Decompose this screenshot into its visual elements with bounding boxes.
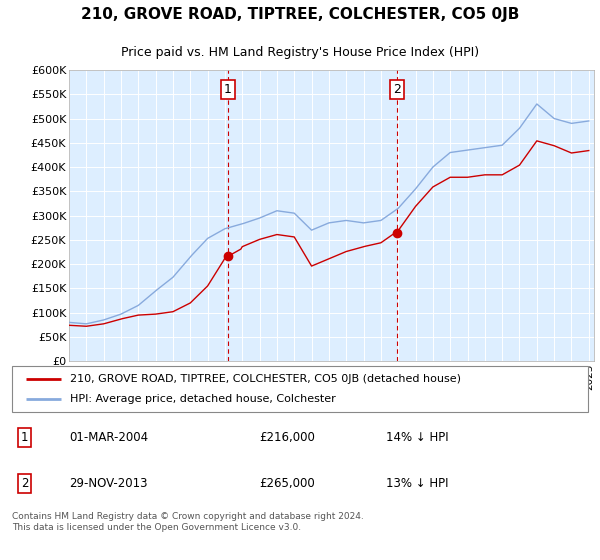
Text: £265,000: £265,000 — [260, 477, 316, 490]
Text: 2: 2 — [21, 477, 28, 490]
Text: £216,000: £216,000 — [260, 431, 316, 444]
Text: 14% ↓ HPI: 14% ↓ HPI — [386, 431, 449, 444]
Text: 210, GROVE ROAD, TIPTREE, COLCHESTER, CO5 0JB: 210, GROVE ROAD, TIPTREE, COLCHESTER, CO… — [81, 7, 519, 22]
Text: HPI: Average price, detached house, Colchester: HPI: Average price, detached house, Colc… — [70, 394, 335, 404]
Text: 29-NOV-2013: 29-NOV-2013 — [70, 477, 148, 490]
Text: Contains HM Land Registry data © Crown copyright and database right 2024.
This d: Contains HM Land Registry data © Crown c… — [12, 512, 364, 531]
Text: 2: 2 — [393, 83, 401, 96]
Text: 210, GROVE ROAD, TIPTREE, COLCHESTER, CO5 0JB (detached house): 210, GROVE ROAD, TIPTREE, COLCHESTER, CO… — [70, 374, 461, 384]
FancyBboxPatch shape — [12, 366, 588, 412]
Text: 1: 1 — [224, 83, 232, 96]
Text: 13% ↓ HPI: 13% ↓ HPI — [386, 477, 449, 490]
Text: 1: 1 — [21, 431, 28, 444]
Text: Price paid vs. HM Land Registry's House Price Index (HPI): Price paid vs. HM Land Registry's House … — [121, 46, 479, 59]
Text: 01-MAR-2004: 01-MAR-2004 — [70, 431, 149, 444]
